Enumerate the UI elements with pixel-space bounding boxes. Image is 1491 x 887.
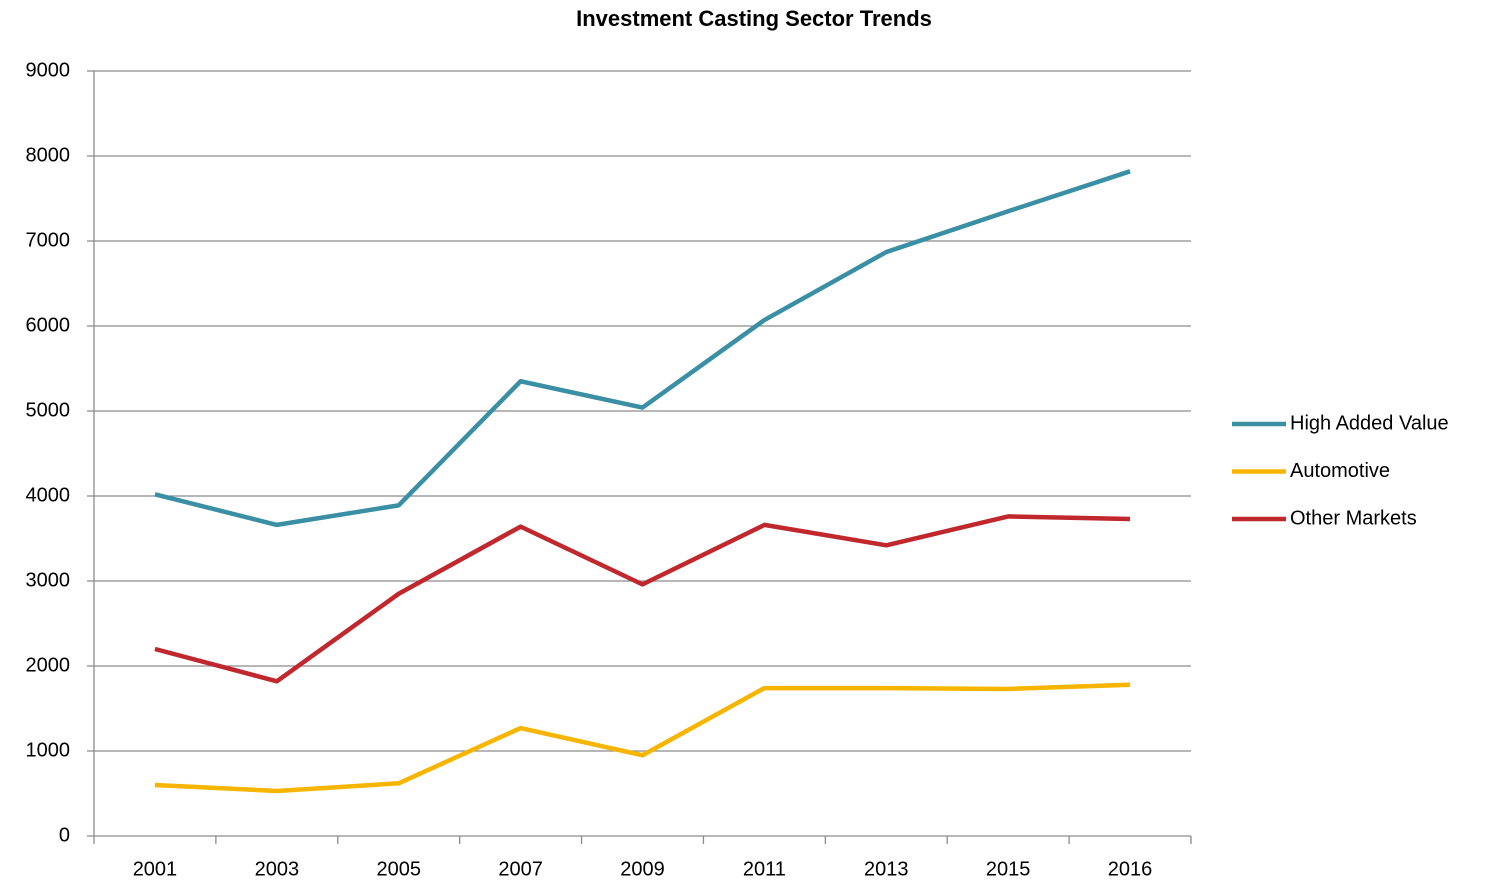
legend-label: Other Markets xyxy=(1290,507,1417,529)
x-tick-label: 2005 xyxy=(376,858,421,880)
x-tick-label: 2015 xyxy=(986,858,1031,880)
y-tick-label: 3000 xyxy=(26,569,71,591)
legend-label: High Added Value xyxy=(1290,412,1449,434)
y-tick-label: 9000 xyxy=(26,59,71,81)
series-line xyxy=(154,514,1131,684)
legend-label: Automotive xyxy=(1290,460,1390,482)
series-line xyxy=(154,682,1131,794)
x-tick-label: 2016 xyxy=(1108,858,1153,880)
y-tick-label: 8000 xyxy=(26,144,71,166)
x-tick-label: 2013 xyxy=(864,858,909,880)
y-tick-label: 4000 xyxy=(26,484,71,506)
series-line xyxy=(154,169,1131,528)
y-tick-label: 6000 xyxy=(26,314,71,336)
x-tick-label: 2009 xyxy=(620,858,665,880)
x-tick-label: 2011 xyxy=(743,858,786,880)
x-tick-label: 2001 xyxy=(133,858,178,880)
y-tick-label: 2000 xyxy=(26,654,71,676)
y-tick-label: 1000 xyxy=(26,739,71,761)
y-tick-label: 7000 xyxy=(26,229,71,251)
y-tick-label: 5000 xyxy=(26,399,71,421)
y-tick-label: 0 xyxy=(59,824,70,846)
chart-title: Investment Casting Sector Trends xyxy=(576,6,932,31)
x-tick-label: 2007 xyxy=(498,858,543,880)
x-tick-label: 2003 xyxy=(255,858,300,880)
